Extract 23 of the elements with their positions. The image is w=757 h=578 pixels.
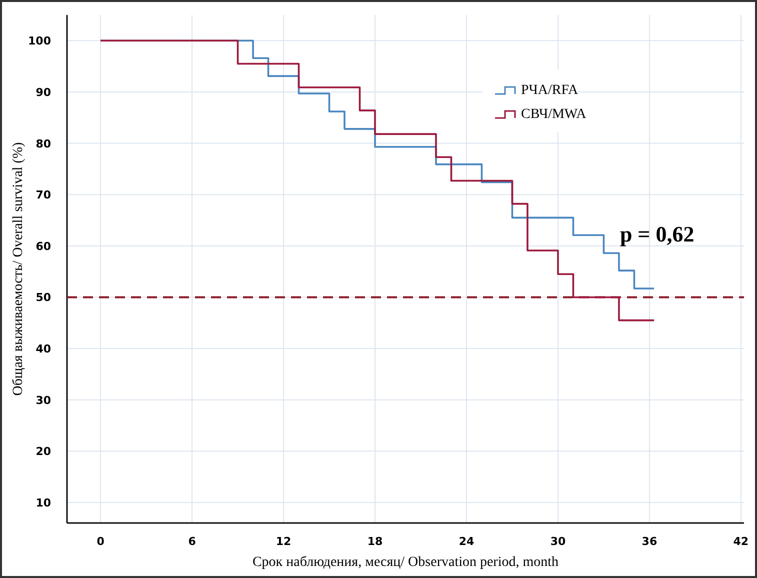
y-tick-label: 100 bbox=[28, 34, 52, 48]
y-tick-label: 90 bbox=[36, 86, 52, 99]
x-tick-label: 42 bbox=[733, 535, 749, 548]
y-tick-label: 70 bbox=[36, 188, 52, 202]
x-tick-label: 12 bbox=[276, 535, 292, 548]
x-tick-label: 36 bbox=[642, 535, 658, 548]
y-tick-label: 10 bbox=[36, 496, 52, 510]
y-tick-label: 50 bbox=[36, 291, 52, 304]
annotation: p = 0,62 bbox=[620, 222, 694, 247]
y-axis-title: Общая выживаемость/ Overall survival (%) bbox=[11, 142, 26, 396]
x-axis-title: Срок наблюдения, месяц/ Observation period, month bbox=[252, 555, 559, 570]
y-tick-label: 60 bbox=[36, 240, 52, 253]
x-tick-label: 24 bbox=[458, 535, 474, 548]
legend-label: СВЧ/MWA bbox=[521, 107, 588, 122]
x-tick-label: 30 bbox=[550, 535, 566, 548]
x-tick-label: 6 bbox=[188, 535, 196, 548]
y-tick-label: 30 bbox=[36, 394, 52, 407]
x-tick-label: 0 bbox=[96, 535, 105, 548]
y-tick-label: 20 bbox=[36, 445, 52, 458]
y-tick-label: 80 bbox=[36, 137, 52, 150]
legend-label: РЧА/RFA bbox=[521, 83, 579, 98]
y-tick-label: 40 bbox=[36, 342, 52, 356]
x-tick-label: 18 bbox=[367, 535, 383, 548]
